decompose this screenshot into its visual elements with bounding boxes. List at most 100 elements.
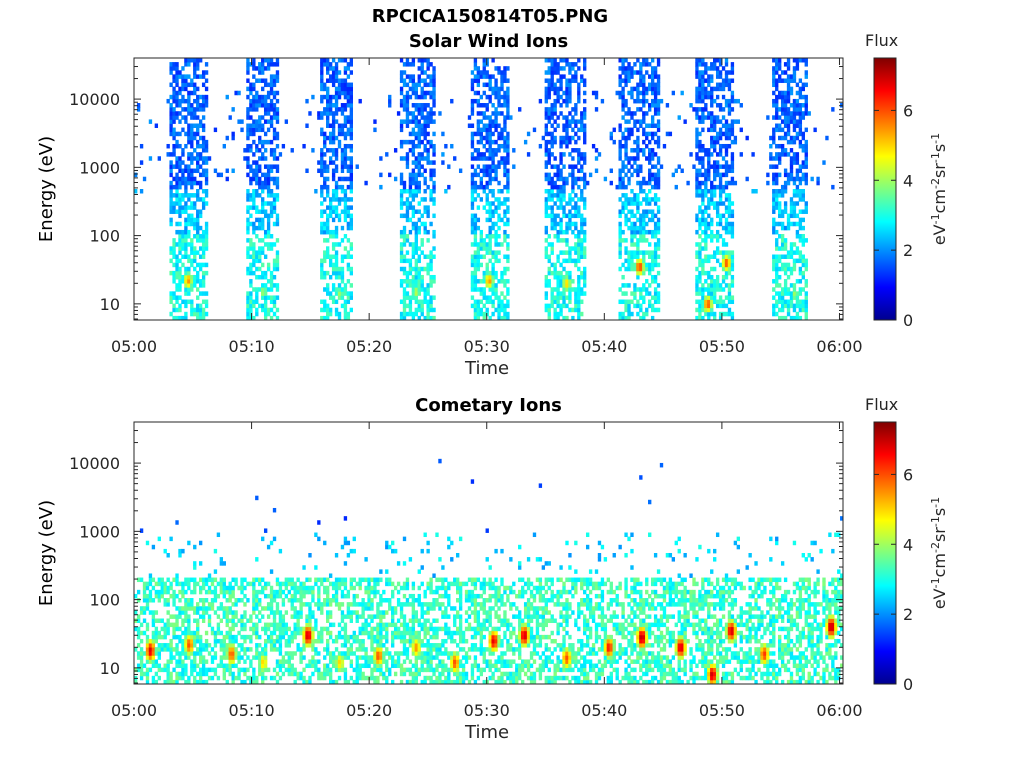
heatmap-cell	[565, 131, 569, 137]
heatmap-cell	[216, 663, 221, 669]
heatmap-cell	[789, 242, 794, 247]
heatmap-cell	[187, 229, 191, 235]
heatmap-cell	[160, 585, 164, 591]
heatmap-cell	[196, 651, 200, 656]
heatmap-cell	[178, 279, 182, 284]
heatmap-cell	[249, 86, 253, 92]
heatmap-cell	[190, 250, 194, 255]
heatmap-cell	[323, 287, 327, 292]
heatmap-cell	[792, 139, 797, 145]
heatmap-cell	[178, 168, 182, 174]
heatmap-cell	[323, 254, 327, 259]
heatmap-cell	[258, 246, 262, 251]
heatmap-cell	[204, 598, 209, 603]
heatmap-cell	[698, 246, 702, 251]
heatmap-cell	[423, 229, 427, 235]
heatmap-cell	[707, 127, 711, 133]
heatmap-cell	[642, 131, 646, 137]
heatmap-cell	[275, 238, 280, 243]
heatmap-cell	[547, 307, 551, 313]
heatmap-cell	[405, 123, 410, 128]
heatmap-cell	[571, 74, 575, 79]
heatmap-cell	[789, 172, 794, 178]
heatmap-cell	[328, 94, 333, 100]
heatmap-cell	[420, 279, 424, 284]
heatmap-cell	[506, 176, 510, 182]
heatmap-cell	[169, 164, 173, 169]
heatmap-cell	[497, 66, 501, 71]
heatmap-cell	[653, 254, 658, 259]
heatmap-cell	[258, 250, 262, 255]
heatmap-cell	[187, 103, 191, 108]
heatmap-cell	[402, 103, 407, 108]
heatmap-cell	[470, 303, 475, 309]
heatmap-cell	[343, 291, 348, 296]
heatmap-cell	[730, 168, 735, 174]
heatmap-cell	[724, 127, 729, 133]
heatmap-cell	[556, 123, 560, 128]
heatmap-cell	[544, 172, 548, 178]
heatmap-cell	[633, 160, 637, 165]
heatmap-cell	[269, 295, 274, 300]
heatmap-cell	[780, 152, 785, 157]
heatmap-cell	[169, 246, 173, 251]
heatmap-cell	[426, 254, 430, 259]
heatmap-cell	[583, 270, 587, 276]
heatmap-cell	[580, 119, 584, 124]
heatmap-cell	[252, 262, 256, 268]
heatmap-cell	[656, 160, 661, 165]
heatmap-cell	[142, 176, 147, 182]
heatmap-cell	[420, 242, 424, 247]
heatmap-cell	[261, 123, 265, 128]
heatmap-cell	[266, 225, 271, 231]
heatmap-cell	[346, 315, 351, 321]
heatmap-cell	[402, 107, 407, 112]
heatmap-cell	[801, 197, 805, 202]
heatmap-cell	[633, 295, 637, 300]
heatmap-cell	[618, 184, 622, 190]
heatmap-cell	[172, 315, 176, 321]
heatmap-cell	[559, 225, 563, 231]
heatmap-cell	[249, 123, 253, 128]
heatmap-cell	[414, 221, 418, 227]
heatmap-cell	[334, 197, 339, 202]
heatmap-cell	[405, 115, 410, 120]
heatmap-cell	[190, 659, 194, 664]
heatmap-cell	[331, 242, 336, 247]
heatmap-cell	[337, 58, 342, 63]
heatmap-cell	[166, 553, 170, 558]
heatmap-cell	[485, 82, 489, 88]
heatmap-cell	[263, 242, 268, 247]
heatmap-cell	[198, 225, 203, 231]
heatmap-cell	[196, 274, 200, 280]
heatmap-cell	[198, 614, 203, 619]
heatmap-cell	[621, 201, 625, 206]
heatmap-cell	[547, 205, 551, 210]
heatmap-cell	[417, 307, 421, 313]
heatmap-cell	[249, 148, 253, 153]
heatmap-cell	[485, 201, 489, 206]
heatmap-cell	[718, 180, 723, 186]
heatmap-cell	[730, 119, 735, 124]
heatmap-cell	[479, 254, 483, 259]
heatmap-cell	[653, 250, 658, 255]
heatmap-cell	[497, 148, 501, 153]
heatmap-cell	[328, 307, 333, 313]
heatmap-cell	[246, 94, 250, 100]
heatmap-cell	[544, 115, 548, 120]
heatmap-cell	[145, 602, 150, 607]
heatmap-cell	[482, 135, 486, 141]
heatmap-cell	[405, 139, 410, 145]
heatmap-cell	[506, 156, 510, 161]
heatmap-cell	[263, 201, 268, 206]
heatmap-cell	[346, 86, 351, 92]
heatmap-cell	[500, 242, 504, 247]
heatmap-cell	[701, 193, 705, 198]
heatmap-cell	[482, 62, 486, 67]
heatmap-cell	[630, 213, 634, 219]
heatmap-cell	[157, 630, 161, 636]
heatmap-cell	[172, 598, 176, 603]
heatmap-cell	[792, 221, 797, 227]
heatmap-cell	[624, 221, 628, 227]
heatmap-cell	[204, 630, 209, 636]
